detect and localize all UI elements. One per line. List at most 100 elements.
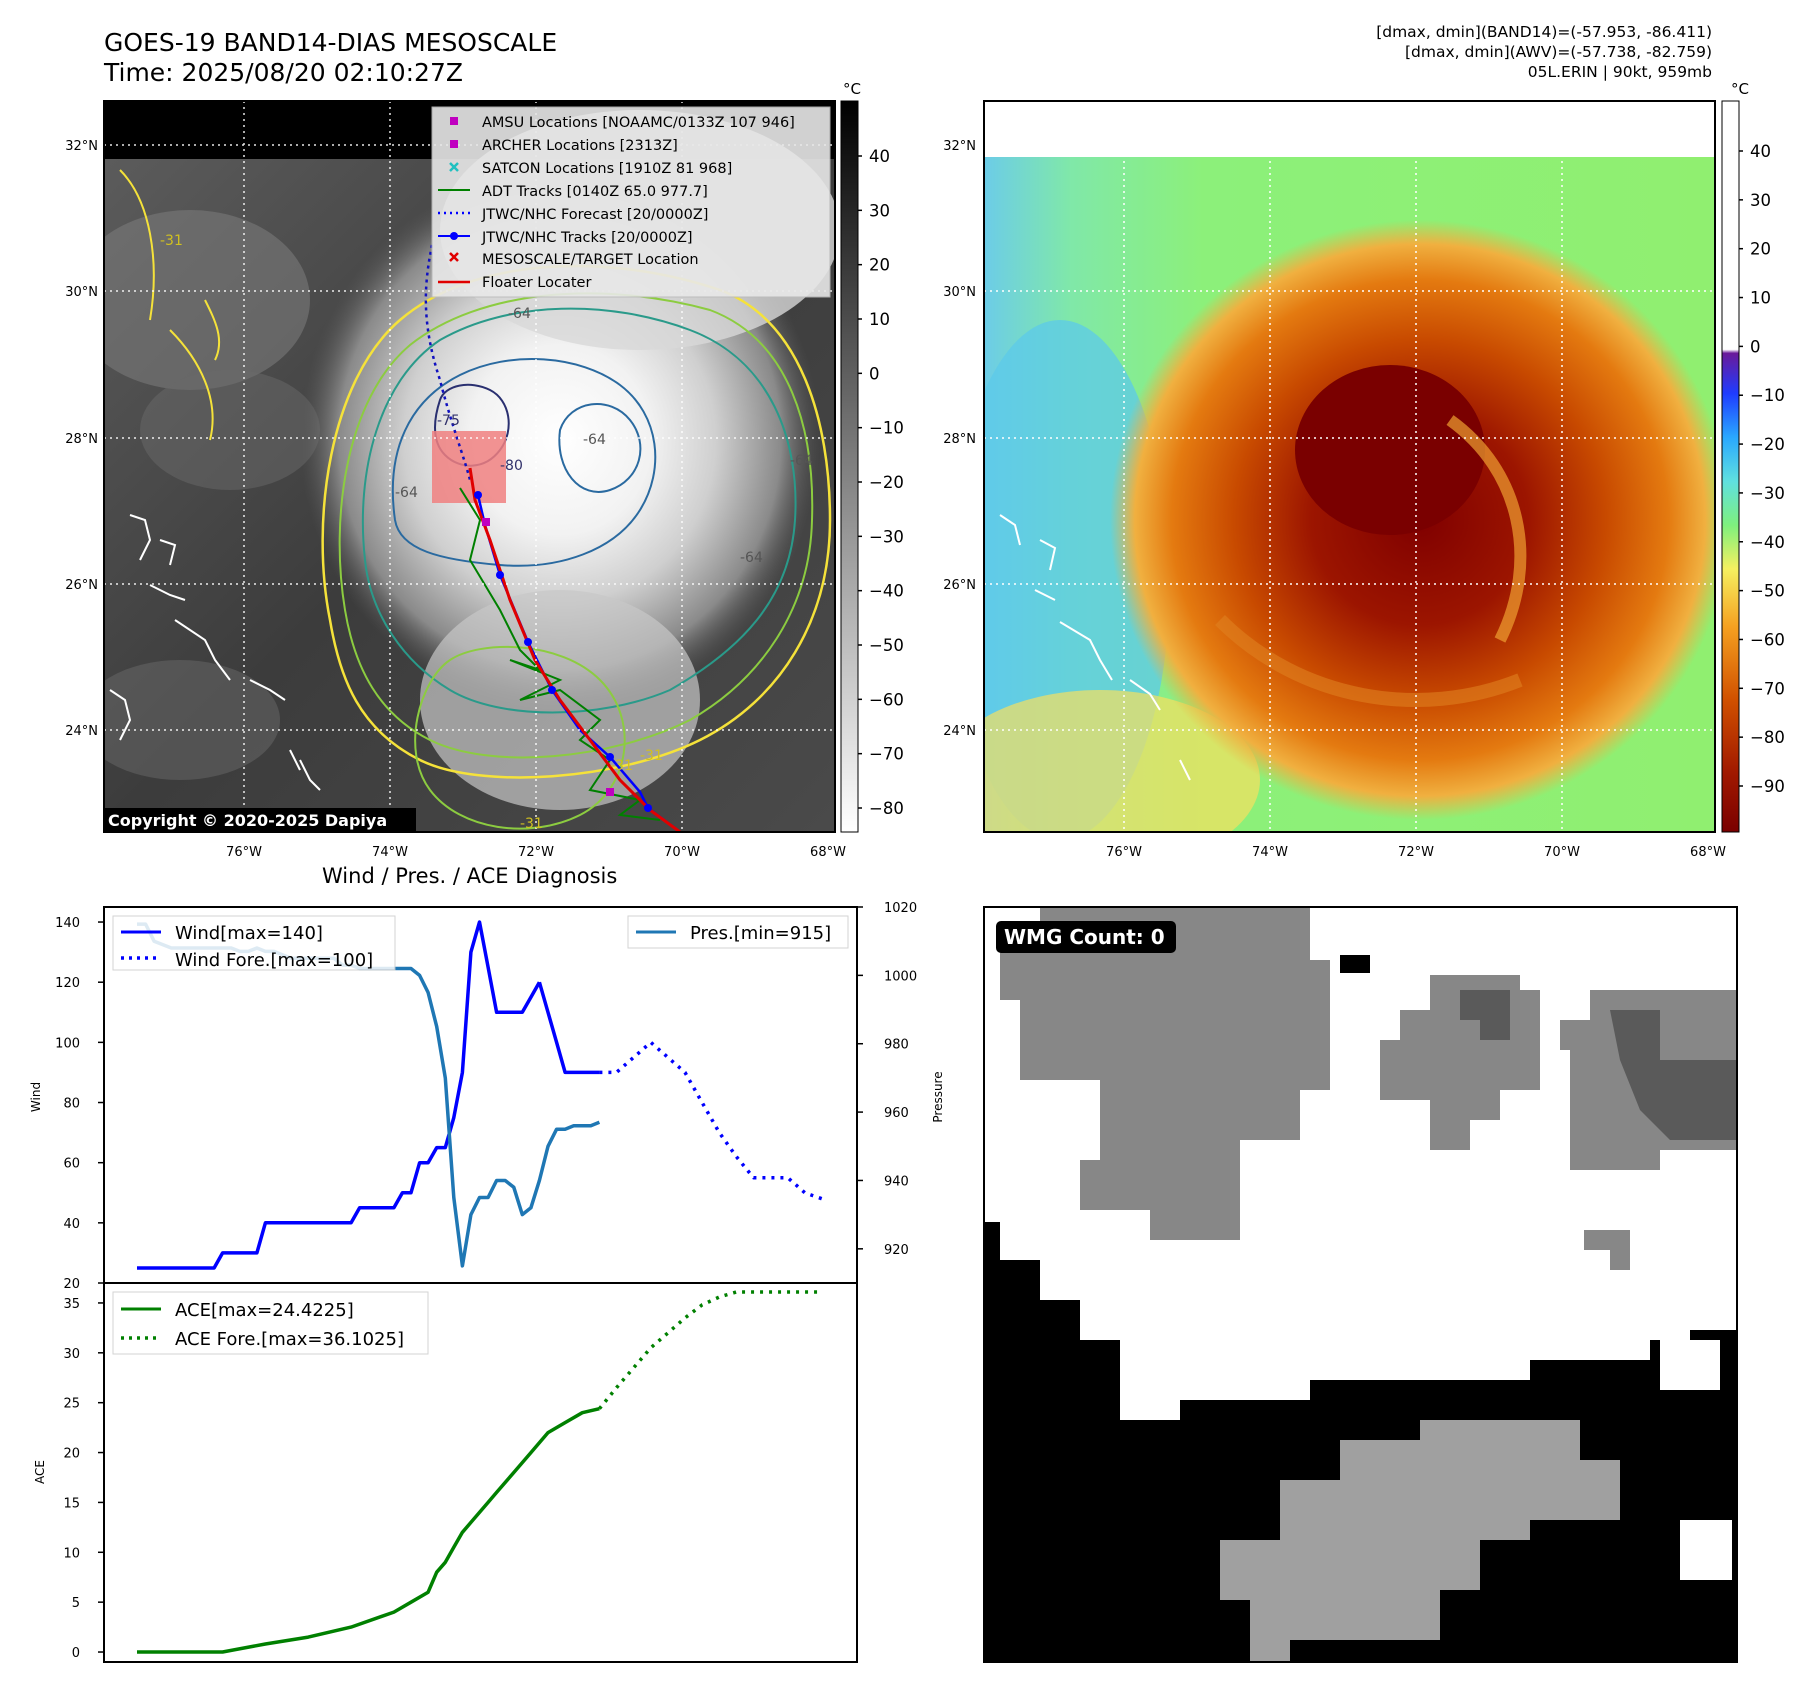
ace-legend: ACE[max=24.4225] ACE Fore.[max=36.1025] (112, 1291, 429, 1355)
archer-legend-marker (450, 140, 458, 148)
colorbar-tick-label: −10 (869, 419, 904, 438)
colorbar-tick-label: 30 (869, 201, 890, 220)
amsu-legend-marker (450, 117, 458, 125)
lon-tick: 76°W (1106, 845, 1142, 860)
amsu-marker (482, 518, 490, 526)
y-tick-label: 5 (72, 1596, 80, 1611)
series-line-1 (537, 981, 600, 1075)
y-tick-label: 20 (63, 1447, 80, 1462)
colorbar-tick-label: 10 (1750, 289, 1771, 308)
legend-archer: ARCHER Locations [2313Z] (482, 138, 678, 154)
tracks-legend-dot (450, 232, 458, 240)
contour-label: -64 (395, 485, 418, 501)
legend-target: MESOSCALE/TARGET Location (482, 252, 699, 268)
right-map-lat-ticks: 32°N 30°N 28°N 26°N 24°N (943, 139, 976, 739)
legend-satcon: SATCON Locations [1910Z 81 968] (482, 161, 732, 177)
series-line-0 (137, 1406, 600, 1654)
contour-labels: -64 -64 -64 -64 -64 -31 -31 -31 -31 -75 … (160, 233, 813, 832)
lat-tick: 30°N (65, 285, 98, 300)
left-map-lat-ticks: 32°N 30°N 28°N 26°N 24°N (65, 139, 98, 739)
colorbar-tick-label: 40 (869, 147, 890, 166)
colorbar-tick-label: 20 (869, 256, 890, 275)
mesoscale-target-box (432, 431, 506, 503)
lat-tick: 30°N (943, 285, 976, 300)
lon-tick: 74°W (372, 845, 408, 860)
y2-tick-label: 1000 (884, 969, 917, 984)
wind-legend-label: Wind[max=140] (175, 923, 323, 944)
legend-tracks: JTWC/NHC Tracks [20/0000Z] (481, 230, 693, 246)
info-line-2: [dmax, dmin](AWV)=(-57.738, -82.759) (1405, 43, 1712, 61)
colorbar-right-ticks: 40 30 20 10 0 −10 −20 −30 −40 −50 −60 −70 −80 −90 (1739, 142, 1785, 796)
colorbar-right-unit: °C (1731, 80, 1749, 98)
lat-tick: 28°N (943, 432, 976, 447)
colorbar-tick-label: −20 (869, 473, 904, 492)
right-map-lon-ticks: 76°W 74°W 72°W 70°W 68°W (1106, 845, 1726, 860)
series-line-0 (137, 920, 541, 1270)
colorbar-tick-label: 30 (1750, 191, 1771, 210)
wind-legend: Wind[max=140] Wind Fore.[max=100] (112, 915, 396, 971)
pressure-legend: Pres.[min=915] (627, 915, 849, 949)
contour-label: -80 (500, 458, 523, 474)
colorbar-left (840, 100, 859, 833)
y-tick-label: 30 (63, 1347, 80, 1362)
lon-tick: 76°W (226, 845, 262, 860)
contour-label: -31 (610, 758, 633, 774)
lon-tick: 68°W (810, 845, 846, 860)
colorbar-tick-label: −80 (869, 799, 904, 818)
colorbar-tick-label: 0 (869, 364, 880, 383)
satcon-legend-marker (449, 162, 459, 172)
title-line-1: GOES-19 BAND14-DIAS MESOSCALE (104, 28, 558, 57)
colorbar-tick-label: 20 (1750, 240, 1771, 259)
y-tick-label: 15 (63, 1496, 80, 1511)
contour-label: -31 (160, 233, 183, 249)
y-tick-label: 120 (55, 976, 80, 991)
contour-label: -31 (640, 748, 663, 764)
colorbar-right (1721, 100, 1740, 833)
copyright-text: Copyright © 2020-2025 Dapiya (108, 811, 387, 830)
lat-tick: 32°N (65, 139, 98, 154)
colorbar-left-unit: °C (843, 80, 861, 98)
legend-amsu: AMSU Locations [NOAAMC/0133Z 107 946] (482, 115, 795, 131)
lon-tick: 72°W (1398, 845, 1434, 860)
wmg-panel: WMG Count: 0 (984, 907, 1737, 1662)
colorbar-tick-label: −60 (869, 690, 904, 709)
y-tick-label: 140 (55, 916, 80, 931)
colorbar-tick-label: −50 (1750, 582, 1785, 601)
lat-tick: 24°N (943, 724, 976, 739)
lon-tick: 72°W (518, 845, 554, 860)
info-line-1: [dmax, dmin](BAND14)=(-57.953, -86.411) (1376, 23, 1712, 41)
colorbar-tick-label: −30 (1750, 484, 1785, 503)
lat-tick: 32°N (943, 139, 976, 154)
y2-tick-label: 920 (884, 1243, 909, 1258)
colorbar-tick-label: 10 (869, 310, 890, 329)
y-tick-label: 40 (63, 1217, 80, 1232)
y2-tick-label: 1020 (884, 901, 917, 916)
colorbar-tick-label: −40 (1750, 533, 1785, 552)
left-map-lon-ticks: 76°W 74°W 72°W 70°W 68°W (226, 845, 846, 860)
colorbar-tick-label: −20 (1750, 435, 1785, 454)
colorbar-tick-label: −10 (1750, 386, 1785, 405)
colorbar-tick-label: 40 (1750, 142, 1771, 161)
pressure-legend-label: Pres.[min=915] (690, 923, 831, 944)
chart-title: GOES-19 BAND14-DIAS MESOSCALE Time: 2025… (104, 28, 557, 88)
wmg-count-badge (996, 921, 1176, 953)
lat-tick: 28°N (65, 432, 98, 447)
pressure-axis-label: Pressure (931, 1071, 945, 1122)
wmg-count-label: WMG Count: 0 (1004, 925, 1165, 949)
info-line-3: 05L.ERIN | 90kt, 959mb (1527, 63, 1712, 81)
y2-tick-label: 960 (884, 1106, 909, 1121)
contour-label: -75 (437, 413, 460, 429)
lon-tick: 70°W (664, 845, 700, 860)
contour-label: -64 (790, 453, 813, 469)
y-tick-label: 10 (63, 1546, 80, 1561)
y2-tick-label: 980 (884, 1038, 909, 1053)
y-tick-label: 25 (63, 1397, 80, 1412)
lat-tick: 26°N (943, 578, 976, 593)
colorbar-tick-label: −70 (1750, 679, 1785, 698)
ace-legend-label: ACE[max=24.4225] (175, 1300, 354, 1321)
y-tick-label: 0 (72, 1646, 80, 1661)
colorbar-tick-label: 0 (1750, 337, 1761, 356)
y-tick-label: 20 (63, 1277, 80, 1292)
colorbar-tick-label: −90 (1750, 777, 1785, 796)
colorbar-tick-label: −60 (1750, 630, 1785, 649)
